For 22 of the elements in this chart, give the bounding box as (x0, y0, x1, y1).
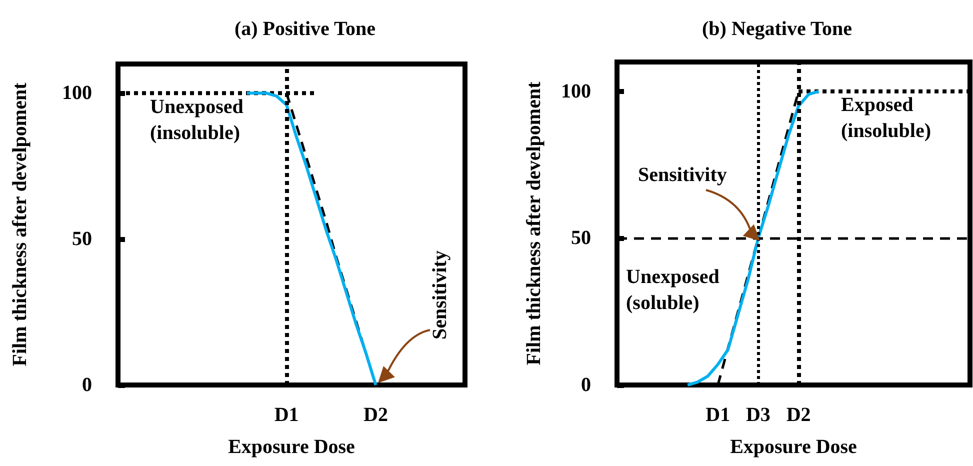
annotation: Sensitivity (638, 164, 727, 186)
x-tick-label: D1 (706, 404, 730, 426)
x-tick-label: D1 (274, 404, 299, 426)
y-axis-title: Film thickness after develpoment (523, 81, 545, 366)
chart-title: (a) Positive Tone (234, 18, 376, 40)
x-tick-label: D2 (786, 404, 811, 426)
y-tick-label: 50 (72, 228, 92, 250)
y-axis-title: Film thickness after develpoment (9, 82, 31, 366)
chart-title: (b) Negative Tone (702, 18, 852, 40)
annotation: Exposed (insoluble) (841, 94, 932, 142)
y-tick-label: 0 (581, 374, 591, 396)
y-tick-label: 100 (561, 80, 591, 102)
x-tick-label: D3 (746, 404, 770, 426)
x-axis-title: Exposure Dose (730, 436, 858, 458)
y-tick-label: 100 (62, 82, 92, 104)
annotation: Sensitivity (429, 250, 451, 340)
annotation: Unexposed (insoluble) (150, 96, 244, 144)
x-tick-label: D2 (364, 404, 388, 426)
y-tick-label: 50 (571, 227, 591, 250)
x-axis-title: Exposure Dose (228, 436, 356, 458)
annotation: Unexposed (soluble) (626, 266, 720, 314)
y-tick-label: 0 (82, 374, 92, 396)
